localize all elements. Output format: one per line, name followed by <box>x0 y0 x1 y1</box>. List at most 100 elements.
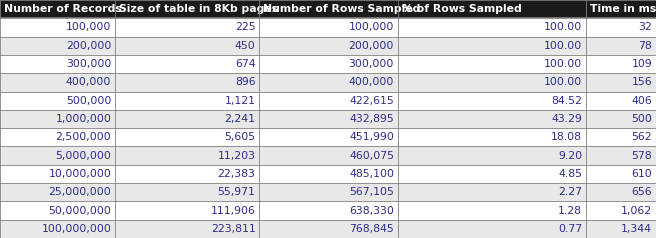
Text: Number of Records: Number of Records <box>4 4 121 14</box>
Text: 5,605: 5,605 <box>224 132 256 142</box>
Text: 10,000,000: 10,000,000 <box>49 169 112 179</box>
Text: 32: 32 <box>638 22 652 32</box>
Bar <box>115 220 260 238</box>
Bar <box>398 18 586 37</box>
Bar <box>260 110 398 128</box>
Bar <box>398 183 586 201</box>
Bar <box>586 220 656 238</box>
Text: 1,344: 1,344 <box>621 224 652 234</box>
Bar <box>0 0 115 18</box>
Bar <box>260 73 398 92</box>
Text: 768,845: 768,845 <box>349 224 394 234</box>
Bar <box>586 165 656 183</box>
Bar <box>398 73 586 92</box>
Bar <box>586 37 656 55</box>
Text: 562: 562 <box>632 132 652 142</box>
Bar <box>586 128 656 146</box>
Bar <box>115 92 260 110</box>
Bar <box>115 37 260 55</box>
Bar <box>398 37 586 55</box>
Text: 55,971: 55,971 <box>218 187 256 197</box>
Bar <box>0 183 115 201</box>
Text: 1,062: 1,062 <box>621 206 652 216</box>
Text: Time in ms: Time in ms <box>590 4 656 14</box>
Bar <box>586 92 656 110</box>
Text: 0.77: 0.77 <box>558 224 582 234</box>
Bar <box>398 201 586 220</box>
Bar <box>586 0 656 18</box>
Bar <box>0 55 115 73</box>
Text: 100,000: 100,000 <box>348 22 394 32</box>
Text: 450: 450 <box>235 41 256 51</box>
Text: 406: 406 <box>631 96 652 106</box>
Text: 2,241: 2,241 <box>224 114 256 124</box>
Bar <box>0 165 115 183</box>
Bar <box>260 165 398 183</box>
Text: 1,121: 1,121 <box>224 96 256 106</box>
Text: 50,000,000: 50,000,000 <box>49 206 112 216</box>
Text: 400,000: 400,000 <box>348 77 394 87</box>
Text: 500,000: 500,000 <box>66 96 112 106</box>
Bar <box>115 73 260 92</box>
Bar <box>0 201 115 220</box>
Text: 43.29: 43.29 <box>551 114 582 124</box>
Text: 638,330: 638,330 <box>349 206 394 216</box>
Bar <box>260 37 398 55</box>
Text: 451,990: 451,990 <box>349 132 394 142</box>
Bar <box>0 92 115 110</box>
Bar <box>398 0 586 18</box>
Bar <box>586 73 656 92</box>
Bar <box>260 220 398 238</box>
Text: 1,000,000: 1,000,000 <box>55 114 112 124</box>
Text: 2,500,000: 2,500,000 <box>56 132 112 142</box>
Bar <box>0 220 115 238</box>
Text: 78: 78 <box>638 41 652 51</box>
Text: 100,000,000: 100,000,000 <box>41 224 112 234</box>
Text: 656: 656 <box>632 187 652 197</box>
Text: 674: 674 <box>235 59 256 69</box>
Bar <box>586 201 656 220</box>
Bar <box>0 18 115 37</box>
Bar <box>115 0 260 18</box>
Text: 100,000: 100,000 <box>66 22 112 32</box>
Bar <box>260 128 398 146</box>
Bar <box>398 220 586 238</box>
Bar <box>260 18 398 37</box>
Text: 100.00: 100.00 <box>544 41 582 51</box>
Text: 225: 225 <box>235 22 256 32</box>
Text: 422,615: 422,615 <box>349 96 394 106</box>
Bar <box>398 55 586 73</box>
Bar <box>260 92 398 110</box>
Text: 111,906: 111,906 <box>211 206 256 216</box>
Text: Size of table in 8Kb pages: Size of table in 8Kb pages <box>119 4 278 14</box>
Text: 4.85: 4.85 <box>558 169 582 179</box>
Bar <box>0 37 115 55</box>
Bar <box>586 18 656 37</box>
Bar <box>586 146 656 165</box>
Bar <box>0 128 115 146</box>
Bar <box>260 201 398 220</box>
Text: 896: 896 <box>235 77 256 87</box>
Text: 100.00: 100.00 <box>544 77 582 87</box>
Bar <box>115 183 260 201</box>
Text: 5,000,000: 5,000,000 <box>55 151 112 161</box>
Bar <box>115 201 260 220</box>
Bar <box>115 18 260 37</box>
Bar <box>0 146 115 165</box>
Bar <box>586 55 656 73</box>
Bar <box>260 55 398 73</box>
Text: 300,000: 300,000 <box>348 59 394 69</box>
Text: 460,075: 460,075 <box>349 151 394 161</box>
Text: 300,000: 300,000 <box>66 59 112 69</box>
Text: 100.00: 100.00 <box>544 22 582 32</box>
Text: 610: 610 <box>631 169 652 179</box>
Bar <box>398 110 586 128</box>
Bar <box>398 128 586 146</box>
Text: 400,000: 400,000 <box>66 77 112 87</box>
Bar <box>115 128 260 146</box>
Bar <box>586 183 656 201</box>
Bar <box>115 110 260 128</box>
Text: 1.28: 1.28 <box>558 206 582 216</box>
Bar <box>398 146 586 165</box>
Bar <box>115 146 260 165</box>
